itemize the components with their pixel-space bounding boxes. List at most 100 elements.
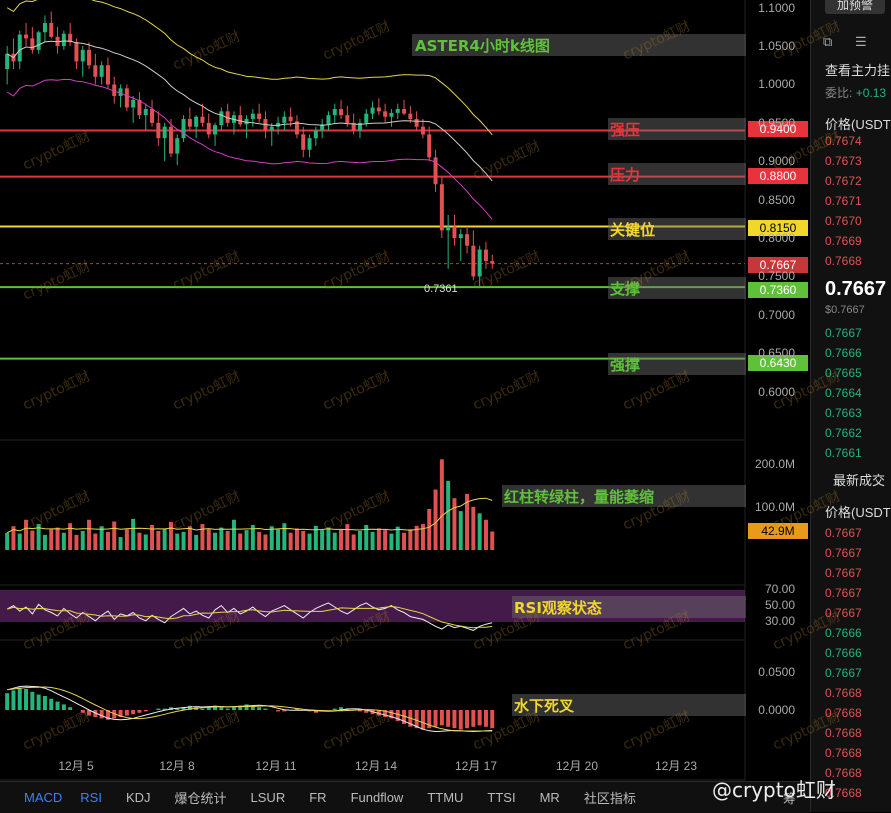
macd-bar xyxy=(68,707,73,710)
key-level-label: 关键位 xyxy=(610,221,656,239)
support-label: 支撑 xyxy=(610,280,641,298)
tab-kdj[interactable]: KDJ xyxy=(125,790,151,805)
candle-body xyxy=(213,125,218,135)
candle-body xyxy=(345,115,350,123)
bid-price[interactable]: 0.7662 xyxy=(825,426,862,440)
ask-price[interactable]: 0.7672 xyxy=(825,174,862,188)
tab-chips[interactable]: 筹 xyxy=(782,791,796,806)
low-marker: 0.7361 xyxy=(424,283,458,295)
macd-bar xyxy=(49,698,54,710)
candle-body xyxy=(427,134,432,158)
macd-bar xyxy=(206,707,211,710)
macd-bar xyxy=(55,701,60,710)
tab-fundflow[interactable]: Fundflow xyxy=(350,790,404,805)
badge-volume-current: 42.9M xyxy=(748,523,808,539)
volume-bar xyxy=(36,524,41,550)
volume-bar xyxy=(376,528,381,550)
popout-icon[interactable]: ⧉ xyxy=(823,34,833,49)
tab-rsi[interactable]: RSI xyxy=(80,790,102,805)
macd-bars xyxy=(5,685,495,733)
macd-bar xyxy=(17,687,22,710)
candle-body xyxy=(124,88,129,108)
brand-watermark: @crypto虹财 xyxy=(712,778,836,802)
tab-ttmu[interactable]: TTMU xyxy=(427,790,464,805)
macd-axis-tick: 0.0000 xyxy=(758,703,795,717)
bid-price[interactable]: 0.7667 xyxy=(825,326,862,340)
date-tick: 12月 14 xyxy=(354,759,398,773)
rsi-axis-tick: 30.00 xyxy=(764,614,795,628)
volume-bar xyxy=(339,529,344,550)
candle-body xyxy=(389,112,394,117)
order-book-panel: 加预警 ⧉ ☰ 查看主力挂 委比: +0.13 价格(USDT 0.7674 0.… xyxy=(810,0,891,812)
strong-resistance-label: 强压 xyxy=(610,121,641,139)
bid-price[interactable]: 0.7666 xyxy=(825,346,862,360)
macd-bar xyxy=(483,710,488,727)
candle-body xyxy=(30,38,35,50)
tab-ttsi[interactable]: TTSI xyxy=(487,790,516,805)
macd-bar xyxy=(477,710,482,726)
trade-price: 0.7668 xyxy=(825,706,862,720)
macd-bar xyxy=(231,707,236,710)
price-tick: 0.8000 xyxy=(758,231,795,246)
ask-price[interactable]: 0.7674 xyxy=(825,134,862,148)
volume-bar xyxy=(383,530,388,550)
volume-bar xyxy=(156,531,161,550)
tab-liquidation[interactable]: 爆仓统计 xyxy=(174,791,227,806)
tab-lsur[interactable]: LSUR xyxy=(250,790,286,805)
volume-bar xyxy=(490,531,495,550)
candle-body xyxy=(143,109,148,116)
candle-body xyxy=(99,65,104,77)
bid-price[interactable]: 0.7665 xyxy=(825,366,862,380)
volume-bar xyxy=(200,524,205,550)
macd-bar xyxy=(364,710,369,713)
tab-fr[interactable]: FR xyxy=(309,790,327,805)
volume-bar xyxy=(61,532,66,550)
volume-bars xyxy=(5,459,495,550)
macd-bar xyxy=(313,710,318,713)
add-alert-button[interactable]: 加预警 xyxy=(825,0,885,14)
bid-price[interactable]: 0.7661 xyxy=(825,446,862,460)
support-box xyxy=(608,277,746,299)
macd-bar xyxy=(414,710,419,729)
bid-price[interactable]: 0.7663 xyxy=(825,406,862,420)
macd-bar xyxy=(175,708,180,710)
price-tick: 1.0000 xyxy=(758,77,795,92)
macd-bar xyxy=(87,710,92,716)
candle-body xyxy=(5,53,10,70)
badge-support: 0.7360 xyxy=(748,282,808,298)
volume-bar xyxy=(395,526,400,550)
volume-bar xyxy=(357,531,362,550)
tab-mr[interactable]: MR xyxy=(539,790,560,805)
rsi-band xyxy=(0,590,745,622)
macd-bar xyxy=(257,707,262,710)
strong-support-label: 强撑 xyxy=(610,356,641,374)
lower-band xyxy=(6,78,493,220)
candle-body xyxy=(288,116,293,122)
ask-price[interactable]: 0.7673 xyxy=(825,154,862,168)
indicator-toolbar: MACD RSI KDJ 爆仓统计 LSUR FR Fundflow TTMU … xyxy=(0,781,810,813)
volume-bar xyxy=(49,529,54,550)
candle-body xyxy=(68,33,73,43)
bid-price[interactable]: 0.7664 xyxy=(825,386,862,400)
tab-macd[interactable]: MACD xyxy=(24,790,63,805)
candle-body xyxy=(244,119,249,125)
layout-icon[interactable]: ☰ xyxy=(855,34,867,49)
ask-price[interactable]: 0.7671 xyxy=(825,194,862,208)
candle-body xyxy=(351,122,356,131)
macd-bar xyxy=(294,708,299,710)
volume-bar xyxy=(263,534,268,550)
candle-body xyxy=(439,184,444,231)
trades-header[interactable]: 最新成交 xyxy=(833,473,886,488)
main-force-label[interactable]: 查看主力挂 xyxy=(825,63,891,78)
ask-price[interactable]: 0.7670 xyxy=(825,214,862,228)
volume-bar xyxy=(427,508,432,550)
ask-price[interactable]: 0.7669 xyxy=(825,234,862,248)
ask-price[interactable]: 0.7668 xyxy=(825,254,862,268)
resistance-label: 压力 xyxy=(610,166,641,184)
tab-community[interactable]: 社区指标 xyxy=(583,791,636,806)
macd-bar xyxy=(105,710,110,720)
date-tick: 12月 8 xyxy=(159,759,195,773)
candle-body xyxy=(276,122,281,127)
candle-body xyxy=(24,34,29,39)
